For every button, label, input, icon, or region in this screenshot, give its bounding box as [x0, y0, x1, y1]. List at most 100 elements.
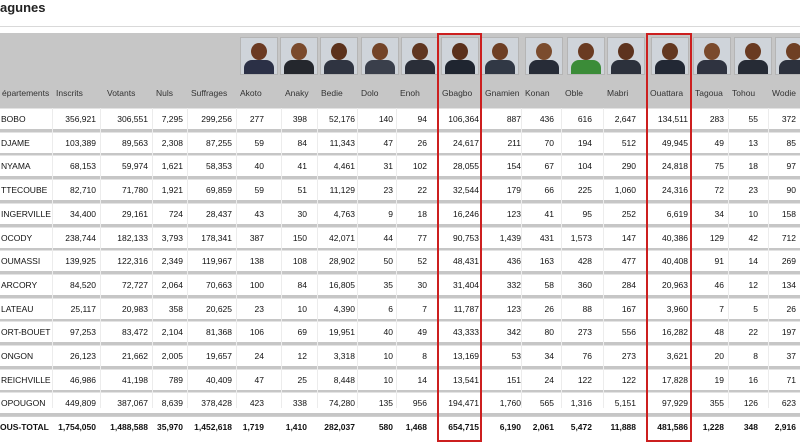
vote-gnamien: 211: [507, 137, 521, 148]
vote-tohou: 18: [748, 161, 758, 172]
vote-mabri: 290: [621, 161, 636, 172]
vote-dolo: 23: [383, 185, 393, 196]
vote-bedie: 19,951: [329, 327, 355, 338]
inscrits-value: 97,253: [70, 327, 96, 338]
total-vote-gbagbo: 654,715: [448, 422, 479, 432]
vote-konan: 58: [544, 279, 554, 290]
vote-mabri: 556: [621, 327, 636, 338]
inscrits-value: 139,925: [65, 256, 96, 267]
vote-anaky: 398: [292, 114, 307, 124]
vote-tohou: 55: [748, 114, 758, 124]
votants-value: 89,563: [122, 137, 148, 148]
vote-anaky: 84: [297, 279, 307, 290]
table-header-row: épartements Inscrits Votants Nuls Suffra…: [0, 78, 800, 108]
vote-tohou: 5: [753, 303, 758, 314]
candidate-photo-enoh: [401, 37, 439, 75]
vote-ouattara: 134,511: [657, 114, 688, 124]
candidate-photo-gnamien: [481, 37, 519, 75]
column-divider: [152, 108, 153, 408]
votants-value: 83,472: [122, 327, 148, 338]
vote-konan: 41: [544, 208, 554, 219]
vote-tagoua: 283: [709, 114, 724, 124]
vote-enoh: 7: [422, 303, 427, 314]
candidate-photo-dolo: [361, 37, 399, 75]
total-vote-dolo: 580: [378, 422, 393, 432]
total-row: OUS-TOTAL 1,754,050 1,488,588 35,970 1,452,6…: [0, 416, 800, 437]
total-vote-akoto: 1,719: [242, 422, 264, 432]
column-divider: [317, 108, 318, 408]
suffrages-value: 58,353: [206, 161, 232, 172]
vote-tagoua: 20: [714, 351, 724, 361]
candidate-photo-konan: [525, 37, 563, 75]
header-suffrages: Suffrages: [191, 88, 228, 98]
suffrages-value: 299,256: [201, 114, 232, 124]
inscrits-value: 356,921: [65, 114, 96, 124]
vote-wodie: 269: [781, 256, 796, 267]
votants-value: 71,780: [122, 185, 148, 196]
total-votants: 1,488,588: [110, 422, 148, 432]
vote-oble: 273: [577, 327, 592, 338]
vote-mabri: 5,151: [614, 398, 636, 409]
vote-konan: 67: [544, 161, 554, 172]
vote-bedie: 4,461: [333, 161, 355, 172]
vote-anaky: 12: [297, 351, 307, 361]
inscrits-value: 26,123: [70, 351, 96, 361]
vote-wodie: 71: [786, 374, 796, 385]
vote-gbagbo: 31,404: [453, 279, 479, 290]
vote-enoh: 14: [417, 374, 427, 385]
vote-bedie: 52,176: [329, 114, 355, 124]
vote-ouattara: 17,828: [662, 374, 688, 385]
department-name: ORT-BOUET: [1, 327, 51, 338]
department-name: TTECOUBE: [1, 185, 48, 196]
department-name: INGERVILLE: [1, 208, 51, 219]
vote-akoto: 387: [249, 232, 264, 243]
department-name: OCODY: [1, 232, 33, 243]
inscrits-value: 238,744: [65, 232, 96, 243]
total-vote-bedie: 282,037: [324, 422, 355, 432]
total-vote-ouattara: 481,586: [657, 422, 688, 432]
vote-gnamien: 179: [506, 185, 521, 196]
vote-mabri: 122: [621, 374, 636, 385]
vote-oble: 95: [582, 208, 592, 219]
vote-oble: 104: [577, 161, 592, 172]
total-vote-wodie: 2,916: [774, 422, 796, 432]
vote-gnamien: 154: [506, 161, 521, 172]
total-suffrages: 1,452,618: [194, 422, 232, 432]
total-vote-anaky: 1,410: [285, 422, 307, 432]
header-candidate-konan: Konan: [525, 88, 550, 98]
vote-enoh: 18: [417, 208, 427, 219]
vote-gnamien: 436: [506, 256, 521, 267]
vote-konan: 26: [544, 303, 554, 314]
column-divider: [561, 108, 562, 408]
vote-tohou: 14: [748, 256, 758, 267]
vote-wodie: 134: [781, 279, 796, 290]
header-candidate-bedie: Bedie: [321, 88, 343, 98]
vote-ouattara: 24,818: [662, 161, 688, 172]
vote-konan: 431: [539, 232, 554, 243]
vote-dolo: 31: [383, 161, 393, 172]
vote-gnamien: 342: [506, 327, 521, 338]
vote-tohou: 126: [743, 398, 758, 409]
candidate-photo-oble: [567, 37, 605, 75]
nuls-value: 2,104: [161, 327, 183, 338]
vote-gnamien: 332: [506, 279, 521, 290]
vote-anaky: 150: [292, 232, 307, 243]
votants-value: 182,133: [117, 232, 148, 243]
column-divider: [100, 108, 101, 408]
vote-mabri: 1,060: [614, 185, 636, 196]
vote-oble: 194: [577, 137, 592, 148]
vote-bedie: 3,318: [333, 351, 355, 361]
table-row: LATEAU 25,117 20,983 358 20,625 23 10 4,390 6 7 11…: [0, 297, 800, 319]
vote-akoto: 106: [249, 327, 264, 338]
vote-tohou: 16: [748, 374, 758, 385]
vote-mabri: 273: [621, 351, 636, 361]
total-inscrits: 1,754,050: [58, 422, 96, 432]
header-candidate-ouattara: Ouattara: [650, 88, 684, 98]
vote-gbagbo: 11,787: [453, 303, 479, 314]
vote-bedie: 11,343: [329, 137, 355, 148]
header-candidate-tagoua: Tagoua: [695, 88, 723, 98]
total-vote-oble: 5,472: [570, 422, 592, 432]
vote-tagoua: 75: [714, 161, 724, 172]
vote-tagoua: 49: [714, 137, 724, 148]
vote-dolo: 40: [383, 327, 393, 338]
